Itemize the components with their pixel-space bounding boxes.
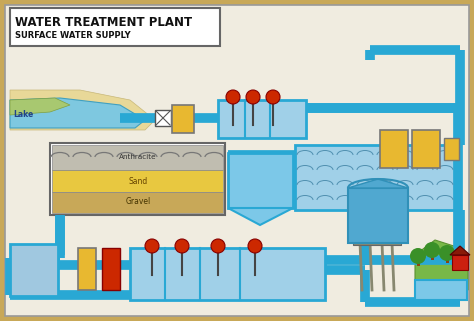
- Circle shape: [266, 90, 280, 104]
- Bar: [415, 280, 467, 300]
- Bar: [52, 170, 223, 192]
- Circle shape: [211, 239, 225, 253]
- Circle shape: [226, 90, 240, 104]
- Circle shape: [424, 242, 440, 258]
- Text: SURFACE WATER SUPPLY: SURFACE WATER SUPPLY: [15, 30, 131, 39]
- Circle shape: [145, 239, 159, 253]
- Text: Lake: Lake: [13, 110, 33, 119]
- Circle shape: [248, 239, 262, 253]
- Text: WATER TREATMENT PLANT: WATER TREATMENT PLANT: [15, 15, 192, 29]
- Bar: [218, 100, 306, 138]
- Circle shape: [175, 239, 189, 253]
- Bar: [172, 105, 194, 133]
- Bar: [295, 145, 460, 210]
- Bar: [417, 256, 420, 266]
- Bar: [380, 130, 408, 168]
- Bar: [78, 248, 96, 290]
- Bar: [52, 145, 223, 170]
- Text: Anthracite: Anthracite: [119, 154, 157, 160]
- Bar: [348, 188, 408, 243]
- Bar: [452, 255, 468, 270]
- Polygon shape: [10, 98, 70, 115]
- Bar: [10, 244, 58, 296]
- Bar: [444, 138, 459, 160]
- Polygon shape: [415, 240, 468, 290]
- Circle shape: [246, 90, 260, 104]
- Polygon shape: [228, 208, 293, 225]
- Bar: [52, 192, 223, 213]
- Bar: [446, 253, 449, 263]
- Polygon shape: [10, 90, 155, 130]
- Bar: [130, 248, 325, 300]
- Bar: [353, 240, 401, 245]
- Polygon shape: [348, 179, 408, 188]
- Bar: [431, 250, 434, 260]
- Text: Gravel: Gravel: [126, 197, 151, 206]
- Polygon shape: [450, 246, 470, 255]
- Bar: [228, 153, 293, 208]
- Circle shape: [410, 248, 426, 264]
- Bar: [102, 248, 120, 290]
- Polygon shape: [10, 98, 145, 128]
- Text: Sand: Sand: [128, 177, 147, 186]
- Bar: [155, 110, 171, 126]
- Circle shape: [439, 245, 455, 261]
- Bar: [10, 8, 220, 46]
- Bar: [50, 143, 225, 215]
- Bar: [412, 130, 440, 168]
